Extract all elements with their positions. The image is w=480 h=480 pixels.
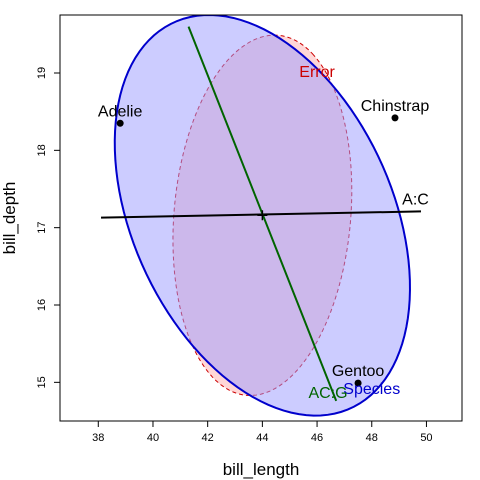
x-axis-title: bill_length: [223, 460, 300, 479]
point-gentoo: [354, 379, 362, 387]
y-tick-label: 15: [36, 376, 48, 388]
y-tick-label: 19: [36, 67, 48, 79]
ellipse-label-error: Error: [299, 64, 335, 81]
line-label-ac-g: AC:G: [308, 385, 347, 402]
center-marker: [257, 210, 268, 221]
axis-layer: 38 40 42 44 46 48 50 15 16 17 18 19: [36, 14, 463, 444]
point-label-adelie: Adelie: [98, 103, 143, 120]
plot-frame: [59, 14, 463, 422]
y-tick-label: 17: [36, 222, 48, 234]
point-label-gentoo: Gentoo: [332, 363, 385, 380]
x-tick-label: 50: [420, 432, 432, 444]
line-label-a-c: A:C: [402, 191, 429, 208]
x-tick-label: 40: [147, 432, 159, 444]
y-tick-label: 16: [36, 299, 48, 311]
line-a-c: [101, 210, 421, 219]
x-tick-label: 46: [311, 432, 323, 444]
x-tick-label: 42: [202, 432, 214, 444]
ellipse-label-species: Species: [343, 381, 400, 398]
point-adelie: [116, 119, 124, 127]
x-tick-label: 44: [256, 432, 268, 444]
point-chinstrap: [391, 114, 399, 122]
x-tick-label: 48: [366, 432, 378, 444]
x-tick-label: 38: [92, 432, 104, 444]
y-tick-label: 18: [36, 144, 48, 156]
y-axis-title: bill_depth: [0, 182, 19, 255]
point-label-chinstrap: Chinstrap: [361, 98, 430, 115]
point-layer: Adelie Chinstrap Gentoo: [98, 98, 429, 387]
